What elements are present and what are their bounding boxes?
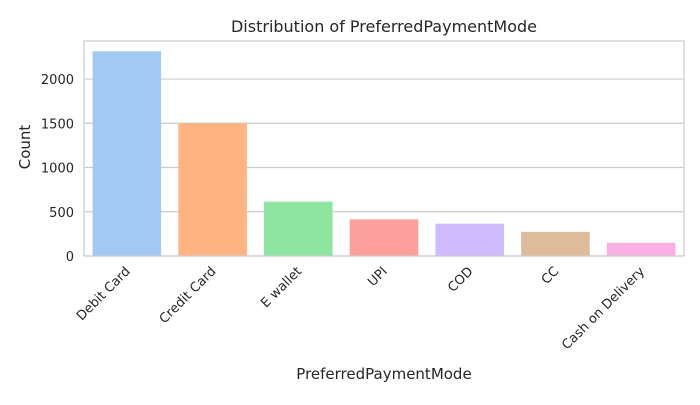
bar-credit-card — [178, 123, 247, 257]
bar-upi — [349, 219, 419, 256]
plot-frame — [83, 40, 685, 257]
y-tick-label: 2000 — [41, 73, 74, 88]
y-axis-label: Count — [16, 125, 34, 170]
y-tick-label: 1000 — [41, 162, 74, 177]
x-tick-label: Debit Card — [74, 264, 134, 324]
x-tick-label: COD — [445, 264, 476, 295]
bar-e-wallet — [264, 201, 333, 256]
x-tick-label: CC — [539, 264, 562, 287]
chart-title: Distribution of PreferredPaymentMode — [231, 17, 537, 36]
y-tick-label: 1500 — [41, 117, 74, 132]
x-axis-label: PreferredPaymentMode — [296, 365, 471, 383]
x-tick-label: Cash on Delivery — [559, 264, 648, 353]
x-tick-label: Credit Card — [157, 264, 220, 327]
bar-cod — [435, 223, 504, 256]
bar-cc — [521, 231, 590, 256]
x-tick-label: E wallet — [258, 264, 305, 311]
y-tick-label: 500 — [49, 206, 74, 221]
x-tick-label: UPI — [365, 264, 391, 290]
plot-area: 0 500 1000 1500 2000 Debit Card Credit Card E w… — [41, 40, 685, 353]
y-tick-label: 0 — [66, 250, 74, 265]
bar-cash-on-delivery — [606, 242, 676, 256]
bar-debit-card — [92, 51, 162, 257]
